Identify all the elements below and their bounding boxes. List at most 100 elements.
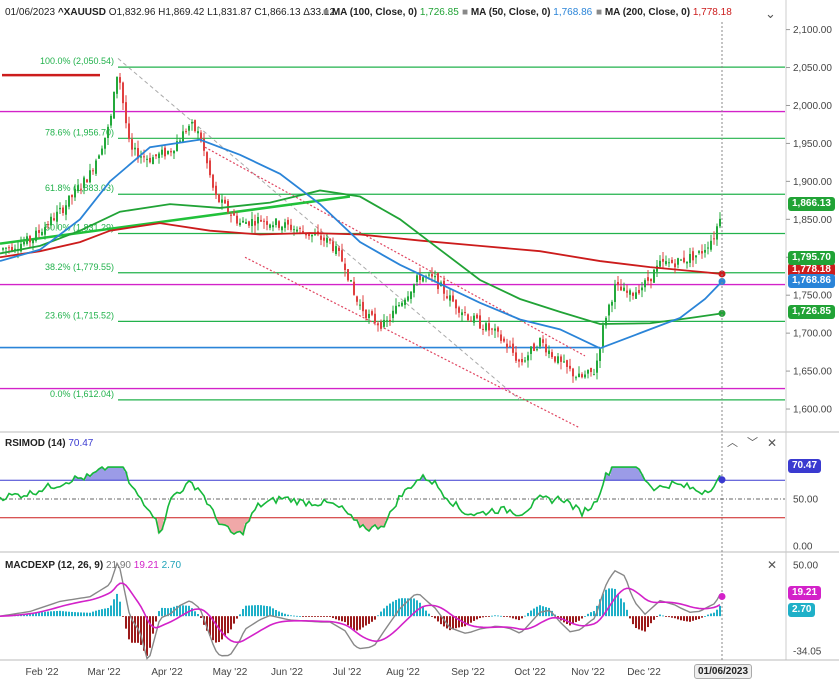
macd-histogram-bar [308,616,310,617]
candle-body [209,160,211,176]
macd-histogram-bar [587,613,589,617]
price-tick-label: 1,950.00 [793,139,832,150]
macd-histogram-bar [695,616,697,620]
candle-body [155,154,157,157]
move-down-icon[interactable]: ﹀ [747,437,758,449]
channel-upper-line [204,146,586,357]
macd-hist-tag: 2.70 [788,603,816,617]
macd-legend[interactable]: MACDEXP (12, 26, 9) 21.90 19.21 2.70 [5,560,181,571]
candle-body [668,262,670,264]
rsi-legend[interactable]: RSIMOD (14) 70.47 [5,438,93,449]
macd-histogram-bar [263,605,265,617]
candle-body [671,259,673,263]
macd-line [0,561,721,660]
candle-body [326,237,328,243]
candle-body [701,251,703,254]
macd-histogram-bar [248,605,250,617]
candle-body [719,218,721,227]
candle-body [122,82,124,104]
candle-body [203,138,205,151]
macd-histogram-bar [350,616,352,628]
macd-histogram-bar [524,615,526,617]
candle-body [329,238,331,241]
price-tick-label: 2,050.00 [793,63,832,74]
candle-body [413,284,415,293]
candle-body [158,153,160,159]
macd-histogram-bar [347,616,349,626]
macd-tick-label: 50.00 [793,561,818,572]
candle-body [77,185,79,192]
macd-histogram-bar [719,605,721,617]
macd-histogram-bar [533,608,535,617]
macd-histogram-bar [686,616,688,622]
macd-histogram-bar [386,605,388,617]
candle-body [290,224,292,230]
candle-body [665,261,667,265]
macd-histogram-bar [680,616,682,621]
collapse-chevron-icon[interactable]: ⌄ [765,6,776,21]
candle-body [32,239,34,244]
macd-histogram-bar [44,611,46,617]
ma50-line [0,138,723,350]
header-symbol[interactable]: ^XAUUSD [57,7,106,18]
macd-histogram-bar [101,609,103,617]
chart-header: 01/06/2023 ^XAUUSD O1,832.96 H1,869.42 L… [5,7,335,18]
candle-body [452,295,454,302]
candle-body [443,280,445,294]
macd-histogram-bar [41,612,43,617]
candle-body [494,328,496,331]
candle-body [167,151,169,154]
candle-body [509,345,511,347]
ma100-legend[interactable]: ■ MA (100, Close, 0) 1,726.85 [323,7,459,18]
macd-histogram-bar [158,611,160,617]
move-up-icon[interactable]: ︿ [727,437,738,449]
candle-body [662,258,664,262]
candle-body [518,359,520,362]
candle-body [410,291,412,299]
ma50-tag: 1,768.86 [788,274,835,288]
macd-histogram-bar [260,605,262,617]
close-panel-icon[interactable]: ✕ [767,436,778,450]
candle-body [44,227,46,235]
macd-histogram-bar [221,616,223,640]
macd-histogram-bar [416,600,418,617]
candle-body [710,240,712,250]
candle-body [587,369,589,374]
ma200-legend[interactable]: ■ MA (200, Close, 0) 1,778.18 [596,7,732,18]
close-macd-panel-icon[interactable]: ✕ [767,558,778,572]
macd-histogram-bar [293,615,295,617]
macd-histogram-bar [437,616,439,622]
candle-body [377,323,379,325]
candle-body [152,157,154,165]
macd-histogram-bar [467,616,469,625]
candle-body [563,361,565,363]
macd-histogram-bar [623,602,625,617]
macd-histogram-bar [692,616,694,621]
candle-body [35,230,37,241]
candle-body [101,148,103,155]
macd-histogram-bar [707,614,709,617]
candle-body [197,131,199,134]
macd-histogram-bar [176,605,178,617]
candle-body [140,156,142,158]
candle-body [233,213,235,216]
candle-body [686,261,688,264]
macd-histogram-bar [668,616,670,618]
macd-histogram-bar [26,614,28,617]
rsi-line [0,466,721,537]
macd-v1: 21.90 [105,560,131,571]
macd-histogram-bar [425,610,427,617]
candle-body [554,356,556,362]
macd-histogram-bar [440,616,442,625]
crosshair-date-label: 01/06/2023 [694,664,753,679]
macd-histogram-bar [98,609,100,617]
macd-histogram-bar [335,616,337,620]
macd-histogram-bar [485,616,487,617]
ma50-legend[interactable]: ■ MA (50, Close, 0) 1,768.86 [462,7,593,18]
ma200-line [0,222,723,275]
macd-histogram-bar [341,616,343,622]
macd-histogram-bar [713,612,715,617]
macd-histogram-bar [77,612,79,617]
candle-body [635,292,637,299]
macd-histogram-bar [671,616,673,618]
